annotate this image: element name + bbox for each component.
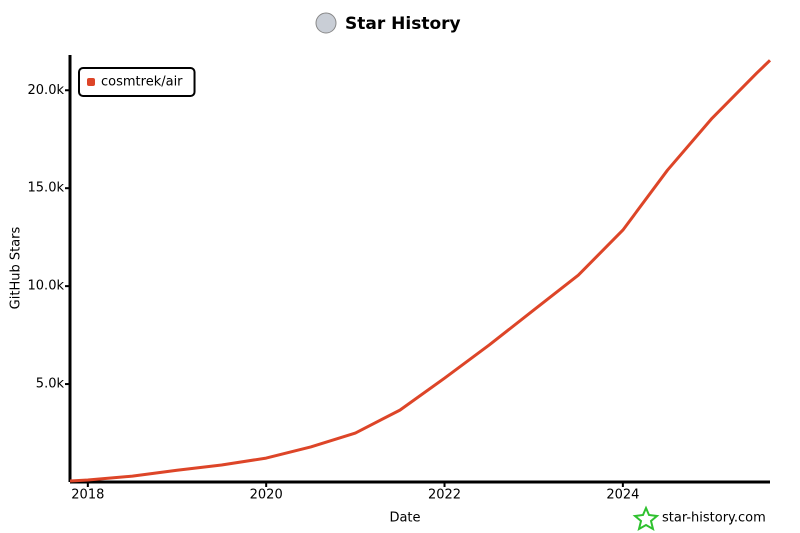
y-tick-label: 20.0k xyxy=(28,83,65,98)
series-line xyxy=(69,59,772,483)
y-axis-label: GitHub Stars xyxy=(9,226,24,309)
chart-title: Star History xyxy=(345,14,461,34)
x-tick-label: 2024 xyxy=(606,488,639,503)
x-tick-label: 2020 xyxy=(250,488,283,503)
x-axis-label: Date xyxy=(389,511,420,526)
y-tick-label: 15.0k xyxy=(28,181,65,196)
title-avatar xyxy=(315,12,337,34)
legend-label: cosmtrek/air xyxy=(101,75,183,90)
watermark-icon xyxy=(632,505,660,532)
legend-box xyxy=(78,67,196,97)
y-tick-label: 5.0k xyxy=(36,377,65,392)
legend-swatch xyxy=(87,78,95,86)
y-tick-label: 10.0k xyxy=(28,279,65,294)
watermark: star-history.com xyxy=(662,511,766,526)
x-tick-label: 2018 xyxy=(71,488,104,503)
x-tick-label: 2022 xyxy=(428,488,461,503)
